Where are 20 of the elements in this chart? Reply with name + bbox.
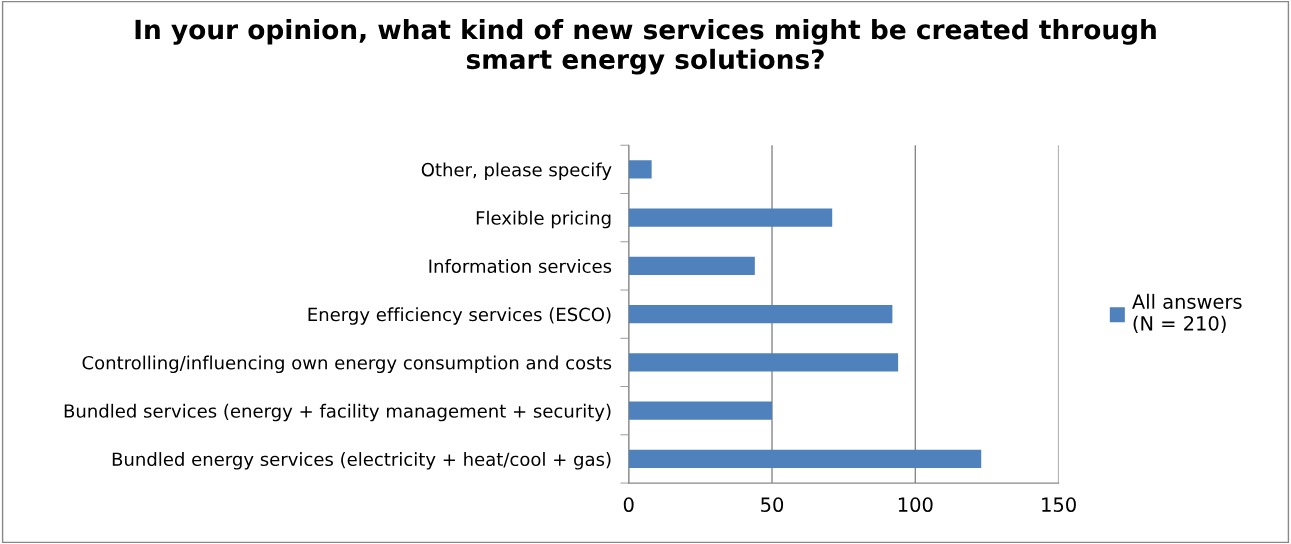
y-tick-label: Flexible pricing xyxy=(476,210,611,229)
bar xyxy=(628,208,833,227)
y-tick-label: Bundled services (energy + facility management + security) xyxy=(64,403,611,422)
y-tick-label: Energy efficiency services (ESCO) xyxy=(308,307,611,325)
bar xyxy=(628,353,899,372)
bar xyxy=(628,160,652,179)
y-tick-label: Other, please specify xyxy=(421,162,612,180)
legend-label: All answers (N = 210) xyxy=(1132,293,1242,333)
bar xyxy=(628,256,755,276)
x-tick-label: 50 xyxy=(761,497,784,513)
x-tick-label: 100 xyxy=(898,497,933,513)
y-tick-label: Controlling/influencing own energy consumption and costs xyxy=(82,355,612,374)
bar xyxy=(628,401,773,420)
chart-title: In your opinion, what kind of new services might be created through smart energy solutions? xyxy=(135,19,1156,75)
y-tick-label: Bundled energy services (electricity + heat/cool + gas) xyxy=(112,452,611,470)
x-tick-label: 150 xyxy=(1042,497,1076,513)
bar xyxy=(628,449,982,469)
bar xyxy=(628,304,893,324)
x-tick-label: 0 xyxy=(623,497,634,513)
y-tick-label: Information services xyxy=(429,259,612,274)
